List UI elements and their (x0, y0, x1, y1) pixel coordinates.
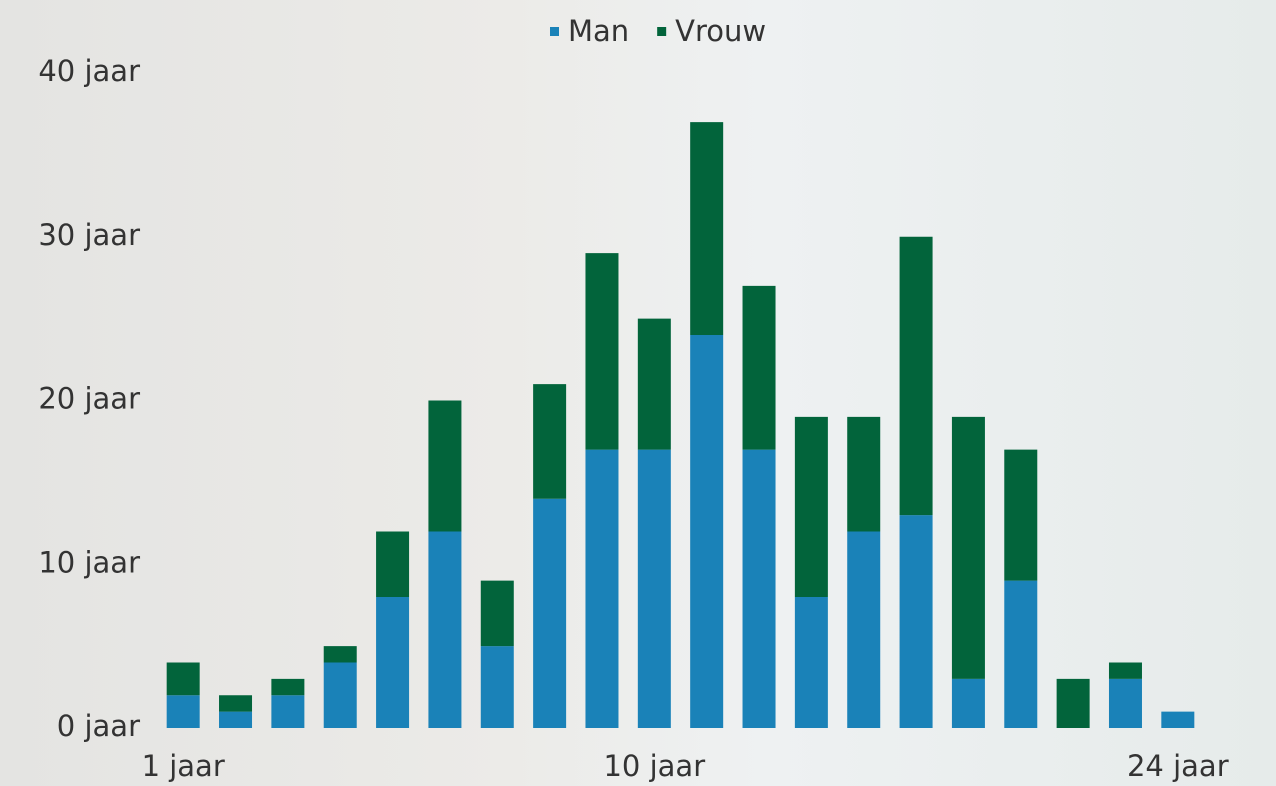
x-tick-label: 1 jaar (142, 749, 225, 783)
y-tick-label: 20 jaar (38, 382, 140, 416)
bar-segment (481, 646, 514, 728)
bar-segment (376, 532, 409, 598)
bar-segment (271, 695, 304, 728)
bar-segment (533, 499, 566, 728)
bar-segment (952, 679, 985, 728)
bar-segment (690, 335, 723, 728)
bar-segment (1109, 679, 1142, 728)
y-tick-label: 40 jaar (38, 54, 140, 88)
bar-segment (428, 532, 461, 729)
bar-segment (847, 417, 880, 532)
bar-segment (219, 712, 252, 728)
bar-segment (743, 450, 776, 728)
bar-segment (167, 695, 200, 728)
bar-segment (795, 597, 828, 728)
legend-label: Man (568, 14, 629, 48)
bar-segment (900, 237, 933, 515)
bar-segment (1109, 663, 1142, 679)
bar-segment (847, 532, 880, 729)
bar-segment (1161, 712, 1194, 728)
y-tick-label: 0 jaar (57, 709, 140, 743)
bar-segment (795, 417, 828, 597)
bar-segment (428, 401, 461, 532)
bar-segment (167, 663, 200, 696)
x-tick-label: 10 jaar (603, 749, 705, 783)
bar-segment (900, 515, 933, 728)
bar-segment (1004, 450, 1037, 581)
bar-segment (690, 122, 723, 335)
bar-segment (638, 319, 671, 450)
legend-label: Vrouw (675, 14, 766, 48)
x-tick-label: 24 jaar (1127, 749, 1229, 783)
legend-swatch (550, 27, 559, 36)
bar-segment (271, 679, 304, 695)
bar-segment (585, 450, 618, 728)
bar-segment (324, 646, 357, 662)
y-tick-label: 30 jaar (38, 218, 140, 252)
bar-segment (376, 597, 409, 728)
bar-segment (743, 286, 776, 450)
bar-segment (324, 663, 357, 729)
bar-segment (1004, 581, 1037, 728)
bar-segment (219, 695, 252, 711)
bar-segment (952, 417, 985, 679)
bar-segment (585, 253, 618, 450)
bar-segment (481, 581, 514, 647)
bar-segment (1057, 679, 1090, 728)
legend-swatch (657, 27, 666, 36)
y-tick-label: 10 jaar (38, 545, 140, 579)
bar-segment (638, 450, 671, 728)
chart: 0 jaar 10 jaar 20 jaar 30 jaar 40 jaar Man Vro… (0, 0, 1276, 786)
bar-segment (533, 384, 566, 499)
